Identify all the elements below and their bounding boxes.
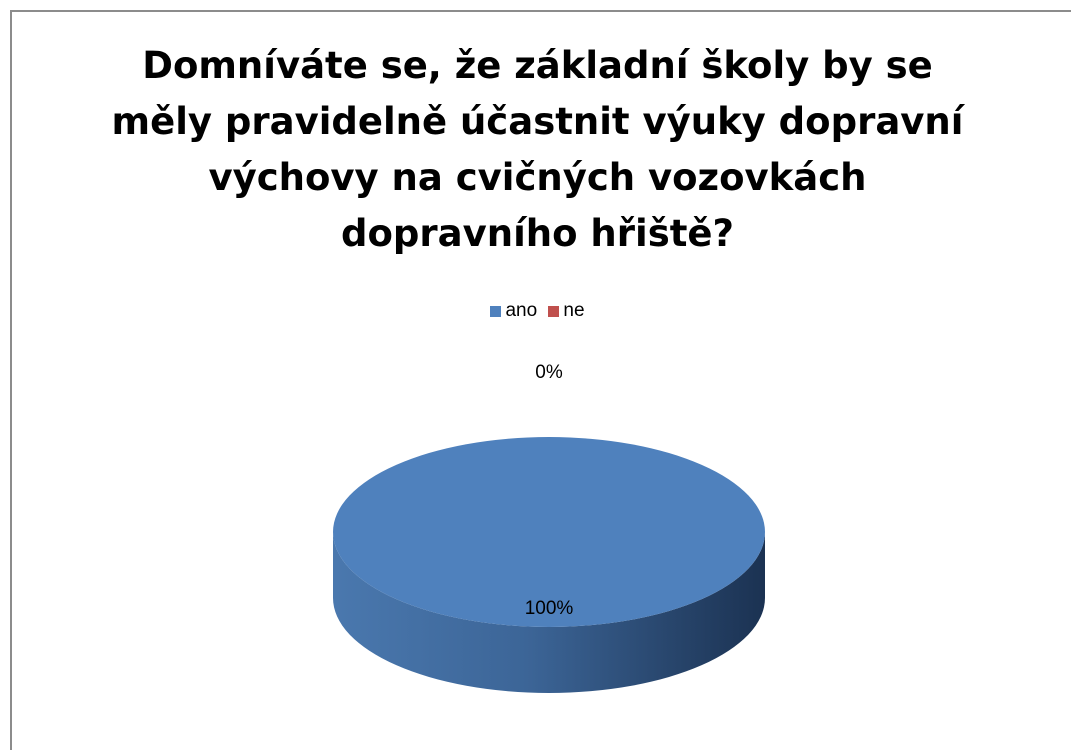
pie-slice-ano	[333, 437, 765, 627]
chart-title: Domníváte se, že základní školy by se mě…	[0, 38, 1075, 262]
chart-legend: ano ne	[0, 300, 1075, 323]
legend-label-ne: ne	[563, 300, 585, 321]
chart-title-line-4: dopravního hřiště?	[341, 212, 734, 255]
legend-item-ne: ne	[548, 300, 585, 322]
legend-swatch-ano	[490, 305, 502, 317]
data-label-ne: 0%	[535, 362, 563, 383]
legend-item-ano: ano	[490, 300, 537, 322]
chart-title-line-3: výchovy na cvičných vozovkách	[208, 156, 867, 199]
legend-swatch-ne	[548, 305, 560, 317]
legend-label-ano: ano	[505, 300, 538, 321]
chart-title-line-2: měly pravidelně účastnit výuky dopravní	[111, 100, 964, 143]
pie-side	[333, 532, 765, 693]
data-label-ano: 100%	[525, 598, 574, 619]
chart-title-line-1: Domníváte se, že základní školy by se	[142, 44, 933, 87]
